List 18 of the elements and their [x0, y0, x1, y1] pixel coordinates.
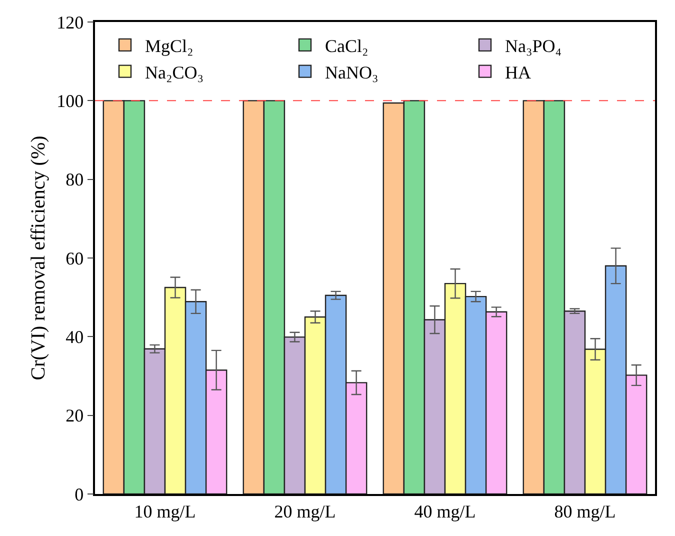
legend-label: Na₃PO₄	[505, 36, 562, 56]
legend-label: Na₂CO₃	[145, 62, 204, 82]
x-tick-label: 10 mg/L	[134, 501, 196, 522]
y-tick-label: 20	[66, 406, 84, 426]
y-tick-label: 0	[74, 484, 84, 504]
legend-label: CaCl₂	[325, 36, 368, 56]
y-tick-label: 120	[56, 12, 84, 32]
x-tick-label: 40 mg/L	[414, 501, 476, 522]
y-tick-label: 100	[56, 90, 84, 111]
x-tick-label: 80 mg/L	[554, 501, 616, 522]
y-axis-title: Cr(VI) removal efficiency (%)	[28, 136, 50, 380]
legend-label: MgCl₂	[145, 36, 194, 56]
y-tick-label: 80	[66, 170, 84, 190]
legend-label: HA	[505, 62, 531, 82]
x-tick-label: 20 mg/L	[274, 501, 336, 522]
y-tick-label: 40	[66, 326, 84, 347]
legend-label: NaNO₃	[325, 62, 378, 82]
y-tick-label: 60	[66, 248, 84, 268]
